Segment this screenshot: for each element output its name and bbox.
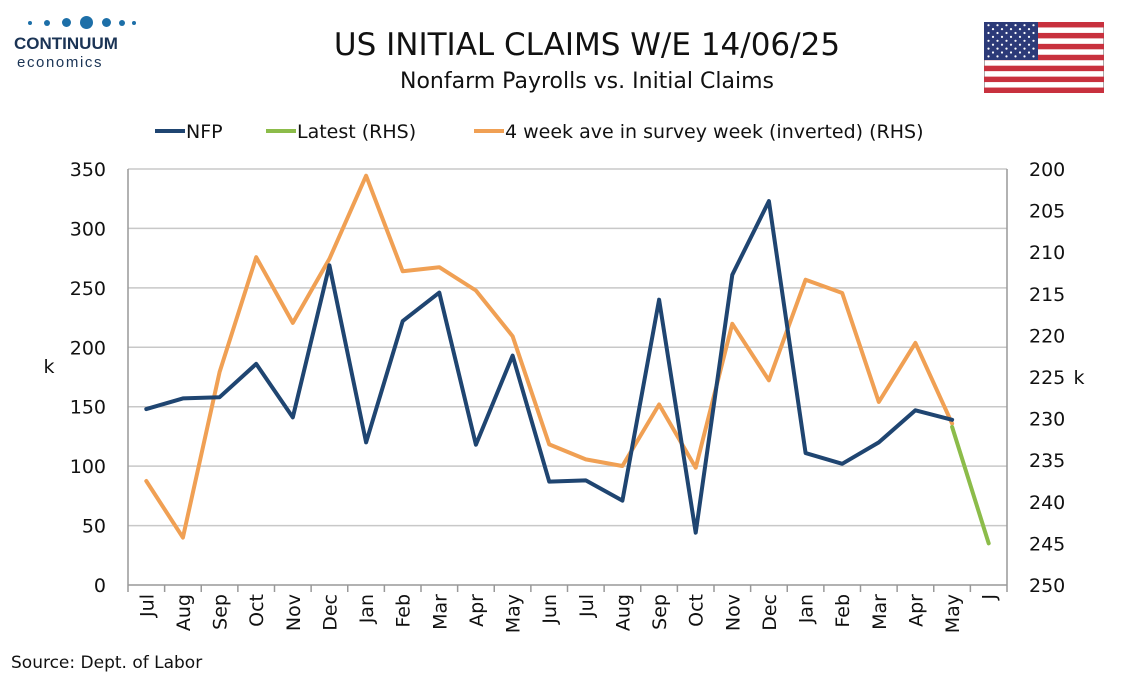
legend-label-latest: Latest (RHS) xyxy=(297,121,416,143)
right-tick-label: 210 xyxy=(1029,242,1065,264)
right-tick-label: 220 xyxy=(1029,325,1065,347)
x-tick-label: Mar xyxy=(869,594,891,630)
left-tick-label: 0 xyxy=(94,575,106,597)
x-tick-label: Oct xyxy=(686,594,708,627)
legend-item-4-week-ave: 4 week ave in survey week (inverted) (RH… xyxy=(474,121,924,143)
x-tick-label: Aug xyxy=(173,594,195,631)
right-tick-label: 240 xyxy=(1029,492,1065,514)
x-tick-label: May xyxy=(942,594,964,633)
x-tick-label: Jan xyxy=(796,594,818,624)
right-tick-label: 200 xyxy=(1029,159,1065,181)
x-tick-label: Dec xyxy=(759,594,781,631)
right-tick-label: 215 xyxy=(1029,284,1065,306)
x-tick-label: Feb xyxy=(393,594,415,628)
gridlines xyxy=(128,169,1007,526)
x-tick-label: Aug xyxy=(612,594,634,631)
x-tick-label: J xyxy=(979,594,1001,601)
x-tick-label: Apr xyxy=(905,594,927,627)
right-tick-label: 250 xyxy=(1029,575,1065,597)
series-lines xyxy=(146,176,988,544)
series-line-nfp xyxy=(146,201,952,533)
x-tick-label: Jun xyxy=(539,594,561,625)
right-tick-label: 235 xyxy=(1029,450,1065,472)
x-tick-label: Apr xyxy=(466,594,488,627)
axes xyxy=(128,169,1007,592)
x-tick-label: Sep xyxy=(649,594,671,630)
legend-item-latest: Latest (RHS) xyxy=(266,121,416,143)
right-axis-ticks: 200 205 210 215 220 225 230 235 240 245 250 xyxy=(1029,159,1065,597)
chart-area: 0 50 100 150 200 250 300 350 200 205 210 215 220 225… xyxy=(0,0,1134,680)
source-note: Source: Dept. of Labor xyxy=(11,653,202,673)
right-axis-label: k xyxy=(1073,367,1084,389)
x-tick-label: Nov xyxy=(722,594,744,631)
legend-label-4-week-ave: 4 week ave in survey week (inverted) (RH… xyxy=(505,121,924,143)
left-axis-label: k xyxy=(43,356,54,378)
x-tick-label: Mar xyxy=(429,594,451,630)
left-tick-label: 350 xyxy=(70,159,106,181)
left-tick-label: 250 xyxy=(70,278,106,300)
x-tick-label: Jan xyxy=(356,594,378,624)
left-tick-label: 200 xyxy=(70,337,106,359)
x-tick-label: Jul xyxy=(136,594,158,618)
x-tick-label: Dec xyxy=(319,594,341,631)
x-tick-label: Feb xyxy=(832,594,854,628)
left-tick-label: 150 xyxy=(70,397,106,419)
legend-label-nfp: NFP xyxy=(186,121,223,143)
legend-item-nfp: NFP xyxy=(155,121,223,143)
left-axis-ticks: 0 50 100 150 200 250 300 350 xyxy=(70,159,106,597)
x-tick-label: Nov xyxy=(283,594,305,631)
chart-legend: NFP Latest (RHS) 4 week ave in survey we… xyxy=(155,121,924,143)
x-tick-label: May xyxy=(503,594,525,633)
x-tick-label: Jul xyxy=(576,594,598,618)
left-tick-label: 50 xyxy=(82,516,106,538)
right-tick-label: 230 xyxy=(1029,409,1065,431)
x-tick-label: Sep xyxy=(210,594,232,630)
right-tick-label: 205 xyxy=(1029,201,1065,223)
x-axis-ticks: Jul Aug Sep Oct Nov Dec Jan Feb Mar Apr May Jun Jul A… xyxy=(136,594,1000,633)
right-tick-label: 245 xyxy=(1029,533,1065,555)
x-tick-label: Oct xyxy=(246,594,268,627)
right-tick-label: 225 xyxy=(1029,367,1065,389)
left-tick-label: 300 xyxy=(70,218,106,240)
left-tick-label: 100 xyxy=(70,456,106,478)
